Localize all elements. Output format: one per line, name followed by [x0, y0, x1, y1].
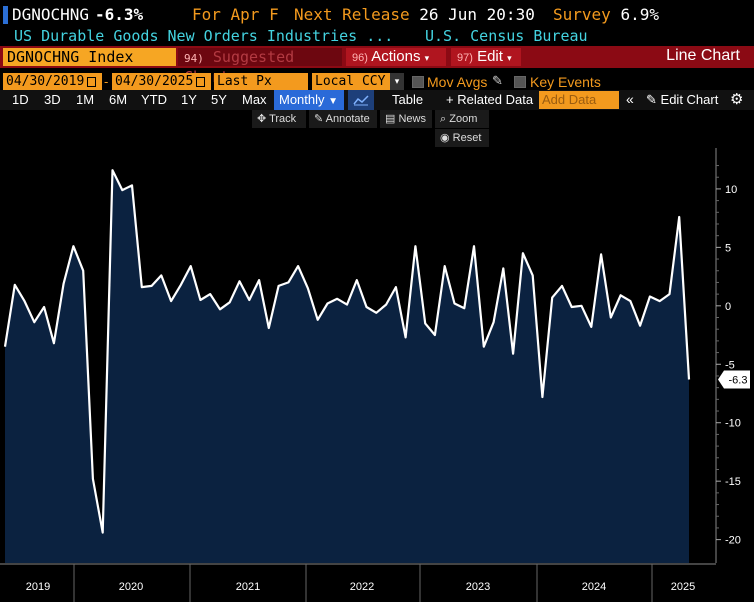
series-line [3, 169, 691, 534]
y-tick-label: -10 [725, 418, 741, 430]
start-date-input[interactable]: 04/30/2019 [3, 73, 102, 90]
edit-num: 97) [457, 52, 473, 64]
edit-label: Edit [477, 48, 503, 65]
year-label: 2020 [119, 581, 143, 593]
start-date-value: 04/30/2019 [6, 74, 85, 89]
date-separator: - [104, 74, 109, 89]
reset-button[interactable]: ◉ Reset [435, 129, 489, 147]
ticker-symbol: DGNOCHNG [12, 5, 90, 24]
year-label: 2025 [671, 581, 695, 593]
header-bar: DGNOCHNG -6.3% For Apr F Next Release 26… [0, 0, 754, 26]
crosshair-icon: ✥ [257, 113, 267, 125]
security-input[interactable]: DGNOCHNG Index [3, 48, 176, 66]
next-release-label: Next Release [294, 5, 410, 24]
periodicity-select[interactable]: Monthly ▼ [274, 90, 344, 110]
timeframe-3d[interactable]: 3D [44, 92, 61, 107]
timeframe-1y[interactable]: 1Y [181, 92, 197, 107]
gear-icon[interactable]: ⚙ [730, 91, 744, 108]
timeframe-ytd[interactable]: YTD [141, 92, 167, 107]
last-value-tag [718, 370, 750, 389]
mov-avgs-checkbox[interactable] [412, 76, 424, 88]
chevron-down-icon[interactable]: ▾ [390, 73, 404, 90]
key-events-checkbox[interactable] [514, 76, 526, 88]
zoom-button[interactable]: ⌕ Zoom [435, 110, 489, 128]
end-date-value: 04/30/2025 [115, 74, 194, 89]
data-source: U.S. Census Bureau [425, 27, 588, 45]
track-button[interactable]: ✥ Track [252, 110, 306, 128]
edit-chart-button[interactable]: ✎ Edit Chart [646, 92, 718, 108]
reset-label: Reset [452, 132, 482, 144]
survey: Survey 6.9% [553, 5, 659, 24]
y-tick-label: 5 [725, 242, 731, 254]
timeframe-6m[interactable]: 6M [109, 92, 128, 107]
suggested-num: 94) [184, 52, 204, 65]
edit-menu-button[interactable]: 97) Edit ▾ [451, 48, 521, 66]
last-value: -6.3% [95, 5, 144, 24]
timeframe-max[interactable]: Max [242, 92, 267, 107]
related-data-button[interactable]: + Related Data [446, 92, 534, 107]
calendar-icon[interactable] [87, 76, 97, 87]
description-bar: US Durable Goods New Orders Industries .… [0, 26, 754, 46]
function-toolbar: DGNOCHNG Index 94) Suggested Charts 96) … [0, 46, 754, 86]
survey-value: 6.9% [620, 5, 659, 24]
add-data-input[interactable]: Add Data [539, 91, 619, 109]
news-button[interactable]: ▤ News [380, 110, 432, 128]
mov-avgs-label: Mov Avgs [427, 74, 488, 90]
y-tick-label: -5 [725, 359, 735, 371]
collapse-left-icon[interactable]: « [626, 91, 634, 107]
pencil-icon: ✎ [314, 113, 324, 125]
timeframe-1d[interactable]: 1D [12, 92, 29, 107]
zoom-label: Zoom [449, 113, 478, 125]
zoom-icon: ⌕ [440, 113, 447, 125]
reset-icon: ◉ [440, 132, 450, 144]
y-tick-label: 10 [725, 184, 737, 196]
suggested-charts-button[interactable]: 94) Suggested Charts [178, 48, 342, 86]
pencil-icon: ✎ [646, 92, 657, 107]
year-label: 2023 [466, 581, 490, 593]
actions-label: Actions [371, 48, 421, 65]
y-tick-label: 0 [725, 301, 731, 313]
y-tick-label: -20 [725, 535, 741, 547]
news-icon: ▤ [385, 113, 396, 125]
chart-type-title: Line Chart [666, 47, 740, 64]
chevron-down-icon: ▼ [328, 96, 339, 107]
chevron-down-icon: ▾ [507, 53, 512, 63]
track-label: Track [269, 113, 297, 125]
edit-chart-label: Edit Chart [660, 92, 719, 107]
periodicity-label: Monthly [279, 92, 325, 107]
currency-select[interactable]: Local CCY [312, 73, 390, 90]
annotate-button[interactable]: ✎ Annotate [309, 110, 377, 128]
year-label: 2019 [26, 581, 50, 593]
end-date-input[interactable]: 04/30/2025 [112, 73, 211, 90]
timeframe-toolbar: 1D 3D 1M 6M YTD 1Y 5Y Max Monthly ▼ Tabl… [0, 90, 754, 110]
line-chart-icon[interactable] [348, 90, 374, 110]
year-label: 2022 [350, 581, 374, 593]
key-events-label: Key Events [530, 74, 601, 90]
chevron-down-icon: ▾ [424, 53, 430, 63]
news-label: News [398, 113, 426, 125]
year-label: 2021 [236, 581, 260, 593]
table-button[interactable]: Table [392, 92, 424, 107]
actions-num: 96) [352, 52, 368, 64]
timeframe-5y[interactable]: 5Y [211, 92, 227, 107]
field-select[interactable]: Last Px [214, 73, 308, 90]
settings-bar: 04/30/2019 - 04/30/2025 Last Px Local CC… [0, 72, 754, 92]
actions-menu-button[interactable]: 96) Actions ▾ [346, 48, 446, 66]
survey-label: Survey [553, 5, 611, 24]
next-release: Next Release 26 Jun 20:30 [294, 5, 535, 24]
annotate-label: Annotate [325, 113, 370, 125]
calendar-icon[interactable] [196, 76, 206, 87]
pencil-icon[interactable]: ✎ [492, 73, 503, 88]
year-label: 2024 [582, 581, 606, 593]
last-value-label: -6.3 [729, 374, 748, 386]
area-fill [5, 170, 689, 563]
next-release-value: 26 Jun 20:30 [419, 5, 535, 24]
y-tick-label: -15 [725, 476, 741, 488]
line-chart[interactable]: 10 5 0 -5 -10 -15 -20 2019 2020 2021 2022 2023 2024 2… [0, 148, 754, 602]
timeframe-1m[interactable]: 1M [76, 92, 95, 107]
period-label: For Apr F [192, 5, 279, 24]
security-description: US Durable Goods New Orders Industries .… [14, 27, 394, 45]
active-tab-marker [3, 6, 8, 24]
